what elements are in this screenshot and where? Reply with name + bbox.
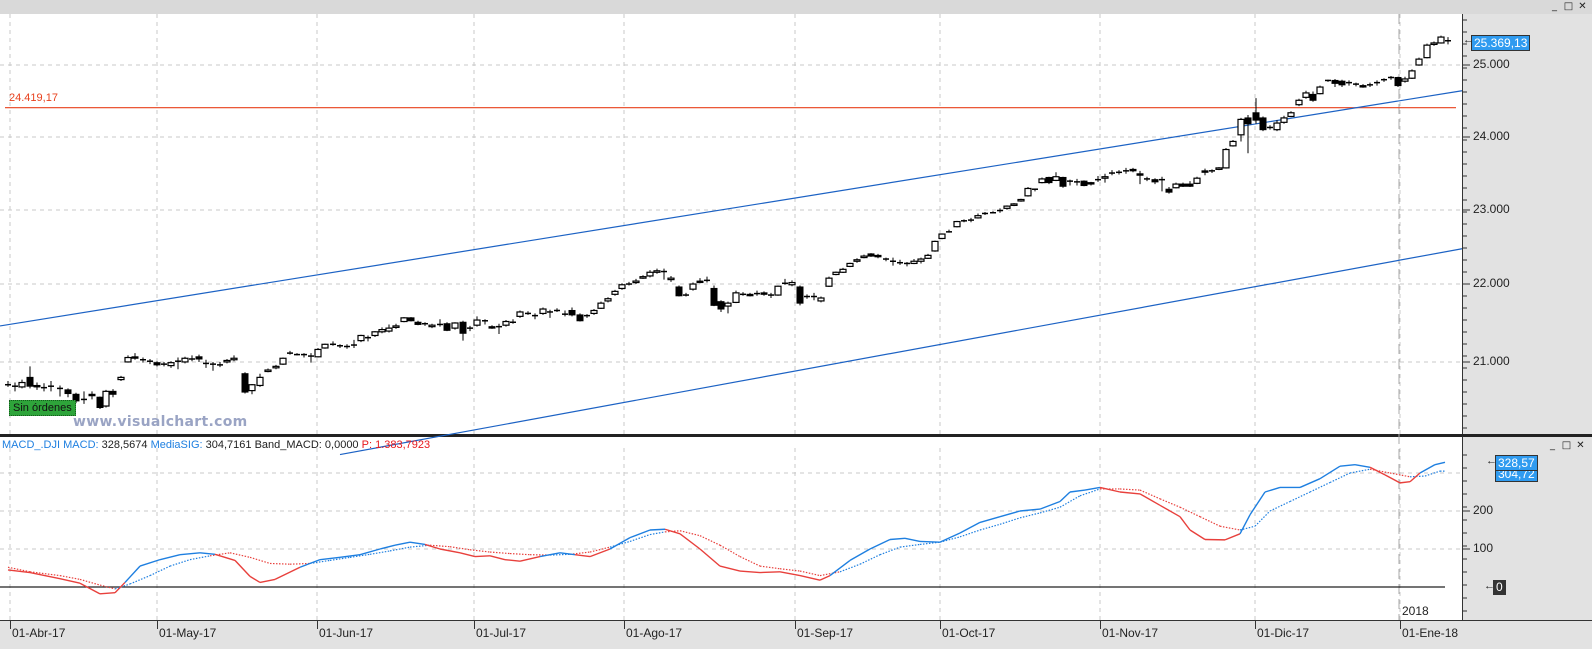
macd-value-box: 328,57 xyxy=(1495,455,1538,471)
date-label: 01-May-17 xyxy=(159,626,216,640)
date-tick xyxy=(1100,621,1101,629)
date-axis[interactable]: 01-Abr-17 01-May-17 01-Jun-17 01-Jul-17 01-A… xyxy=(0,620,1592,649)
date-tick xyxy=(795,621,796,629)
date-tick xyxy=(10,621,11,629)
date-label: 01-Abr-17 xyxy=(12,626,65,640)
p-value: P: 1.383,7923 xyxy=(362,439,431,451)
sig-label: MediaSIG: xyxy=(151,439,203,451)
date-tick xyxy=(157,621,158,629)
hline-label: 24.419,17 xyxy=(9,92,58,104)
price-tick-label: 25.000 xyxy=(1473,57,1510,71)
macd-legend: MACD_.DJI MACD: 328,5674 MediaSIG: 304,7… xyxy=(2,439,430,452)
maximize-icon[interactable]: □ xyxy=(1561,441,1572,451)
band-value: 0,0000 xyxy=(325,439,359,451)
band-label: Band_MACD: xyxy=(255,439,322,451)
date-label: 01-Oct-17 xyxy=(942,626,995,640)
date-tick xyxy=(940,621,941,629)
date-label: 01-Nov-17 xyxy=(1102,626,1158,640)
price-tick-label: 23.000 xyxy=(1473,202,1510,216)
date-tick xyxy=(624,621,625,629)
macd-label: MACD: xyxy=(63,439,98,451)
watermark: www.visualchart.com xyxy=(73,414,248,430)
year-marker: 2018 xyxy=(1402,604,1429,618)
date-tick xyxy=(1400,621,1401,629)
macd-window-controls: _ □ ✕ xyxy=(1547,439,1586,453)
date-tick xyxy=(474,621,475,629)
date-label: 01-Ene-18 xyxy=(1402,626,1458,640)
date-tick xyxy=(317,621,318,629)
macd-arrow-icon: ← xyxy=(1486,455,1497,467)
macd-tick-label: 100 xyxy=(1473,541,1493,555)
macd-value: 328,5674 xyxy=(102,439,148,451)
price-tick-label: 24.000 xyxy=(1473,129,1510,143)
macd-name: MACD_.DJI xyxy=(2,439,60,451)
macd-tick-label: 200 xyxy=(1473,503,1493,517)
date-label: 01-Jul-17 xyxy=(476,626,526,640)
price-tick-label: 21.000 xyxy=(1473,354,1510,368)
price-tick-label: 22.000 xyxy=(1473,276,1510,290)
date-label: 01-Sep-17 xyxy=(797,626,853,640)
last-price-arrow-icon: ← xyxy=(1463,34,1474,46)
minimize-icon[interactable]: _ xyxy=(1547,441,1558,451)
sig-value: 304,7161 xyxy=(206,439,252,451)
date-label: 01-Dic-17 xyxy=(1257,626,1309,640)
date-tick xyxy=(1255,621,1256,629)
last-price-box: 25.369,13 xyxy=(1471,35,1530,51)
date-label: 01-Jun-17 xyxy=(319,626,373,640)
close-icon[interactable]: ✕ xyxy=(1575,441,1586,451)
zero-arrow-icon: ← xyxy=(1484,580,1495,592)
date-label: 01-Ago-17 xyxy=(626,626,682,640)
orders-badge[interactable]: Sin órdenes xyxy=(9,400,76,416)
